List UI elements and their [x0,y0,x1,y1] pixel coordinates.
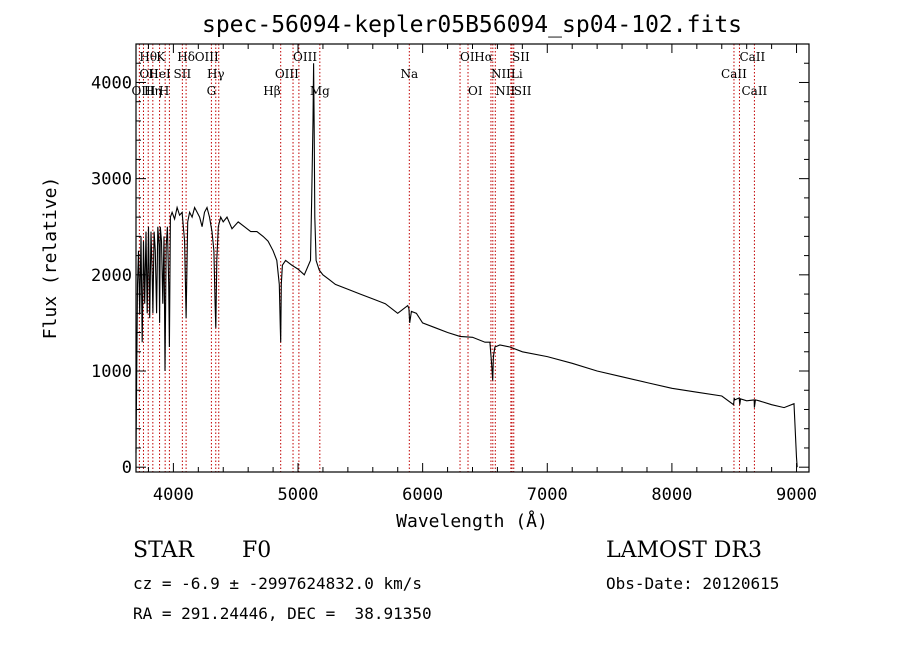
spectral-line-markers [138,44,755,472]
obs-date: Obs-Date: 20120615 [606,574,780,593]
spectral-line-label: OIII [275,67,299,81]
redshift-text: cz = -6.9 ± -2997624832.0 km/s [133,574,422,593]
survey-name: LAMOST DR3 [606,538,762,563]
coordinates: RA = 291.24446, DEC = 38.91350 [133,604,432,623]
plot-frame [135,43,810,473]
spectral-line-label: SII [514,84,532,98]
object-subclass: F0 [242,538,272,563]
spectrum-line [135,63,798,468]
spectral-line-label: Hδ [177,50,195,64]
x-axis-label: Wavelength (Å) [396,510,548,532]
y-tick-label: 4000 [91,73,132,93]
x-tick-label: 7000 [527,485,568,505]
y-tick-label: 3000 [91,170,132,190]
spectral-line-label: SII [174,67,192,81]
x-tick-label: 8000 [651,485,692,505]
spectral-line-label: Hα [474,50,493,64]
spectral-line-label: HeI [148,67,171,81]
spectral-line-label: Hη [144,84,162,98]
y-tick-label: 1000 [91,362,132,382]
y-axis: 0 1000 2000 3000 4000 [91,43,809,478]
x-tick-label: 9000 [776,485,817,505]
chart-title: spec-56094-kepler05B56094_sp04-102.fits [202,12,742,38]
y-axis-label: Flux (relative) [40,177,61,340]
spectral-line-label: OIII [195,50,219,64]
spectral-line-label: NII [491,67,511,81]
spectral-line-label: Hθ [139,50,157,64]
spectral-line-label: Hγ [207,67,225,81]
x-axis: 4000 5000 6000 7000 8000 9000 [147,44,817,505]
spectral-line-label: K [156,50,166,64]
spectral-line-label: OI [468,84,483,98]
x-tick-label: 4000 [153,485,194,505]
spectral-line-label: Mg [310,84,330,98]
spectral-line-label: Li [511,67,523,81]
spectral-line-label: OII [139,67,159,81]
spectral-line-label: CaII [741,84,767,98]
spectral-line-label: Na [400,67,418,81]
spectral-line-label: Hβ [263,84,280,98]
x-tick-label: 5000 [278,485,319,505]
object-class: STAR [133,538,194,563]
spectral-line-label: OI [460,50,475,64]
spectral-line-label: CaII [721,67,747,81]
spectral-line-label: NII [495,84,515,98]
spectral-line-label: OIII [131,84,155,98]
spectral-line-label: CaII [739,50,765,64]
y-tick-label: 0 [122,458,132,478]
spectral-line-label: G [207,84,217,98]
spectral-line-label: SII [512,50,530,64]
spectral-line-label: OIII [293,50,317,64]
y-tick-label: 2000 [91,266,132,286]
x-tick-label: 6000 [402,485,443,505]
spectrum-chart: spec-56094-kepler05B56094_sp04-102.fits … [40,12,817,532]
spectral-line-label: H [159,84,169,98]
